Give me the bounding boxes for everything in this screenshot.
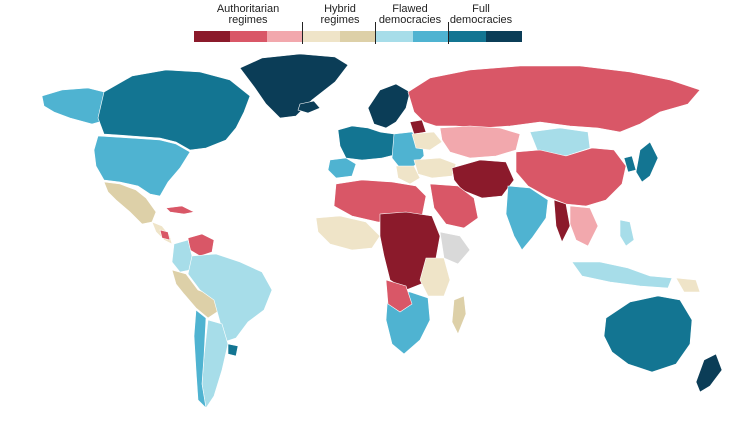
legend-swatch-full-light <box>449 31 486 42</box>
region-alaska <box>41 87 107 125</box>
region-iran-afghanistan <box>451 159 515 199</box>
region-philippines <box>619 219 635 247</box>
legend-label-authoritarian: Authoritarian regimes <box>216 3 280 26</box>
legend-divider-1 <box>302 22 303 44</box>
region-japan <box>635 141 659 183</box>
region-ukraine <box>411 131 443 151</box>
region-balkans <box>395 165 421 185</box>
region-venezuela <box>187 233 215 257</box>
legend-label-full: Full democracies <box>449 3 513 26</box>
region-east-africa <box>419 257 451 297</box>
region-madagascar <box>451 295 467 335</box>
region-canada <box>97 69 251 151</box>
legend-swatch-authoritarian-light <box>266 31 304 42</box>
region-nicaragua <box>159 229 171 241</box>
region-china <box>515 147 627 207</box>
region-west-africa <box>315 215 381 251</box>
region-brazil <box>187 253 273 343</box>
region-peru-bolivia <box>171 269 221 319</box>
legend-swatch-flawed-light <box>376 31 413 42</box>
region-iberia <box>327 157 357 179</box>
region-belarus <box>409 119 427 135</box>
region-iceland <box>297 100 321 114</box>
region-colombia <box>171 239 193 273</box>
world-map <box>41 53 723 409</box>
legend: Authoritarian regimes Hybrid regimes Fla… <box>0 0 744 48</box>
legend-swatch-hybrid-dark <box>339 31 377 42</box>
legend-label-flawed: Flawed democracies <box>378 3 442 26</box>
region-scandinavia <box>367 83 411 129</box>
legend-color-scale <box>194 31 522 42</box>
region-argentina <box>201 319 229 409</box>
region-indonesia <box>571 261 673 289</box>
region-india <box>505 185 549 251</box>
legend-swatch-authoritarian-dark <box>194 31 231 42</box>
legend-swatch-flawed-dark <box>412 31 450 42</box>
region-chile <box>193 309 207 409</box>
region-central-asia <box>439 125 521 159</box>
region-greenland <box>239 53 349 119</box>
region-angola <box>385 279 413 313</box>
region-turkey <box>413 157 457 179</box>
legend-swatch-hybrid-light <box>303 31 340 42</box>
region-usa <box>93 135 191 197</box>
legend-divider-3 <box>448 22 449 44</box>
region-uruguay <box>227 343 239 357</box>
region-papua <box>675 277 701 293</box>
region-horn-africa <box>439 231 471 265</box>
region-new-zealand <box>695 353 723 393</box>
legend-swatch-full-dark <box>485 31 522 42</box>
region-cuba <box>165 205 195 215</box>
region-australia <box>603 295 693 373</box>
region-southeast-asia <box>569 205 599 247</box>
region-south-korea <box>623 155 637 173</box>
region-russia <box>407 65 701 133</box>
region-myanmar <box>553 199 571 243</box>
legend-divider-2 <box>375 22 376 44</box>
region-arabia <box>429 183 479 229</box>
legend-swatch-authoritarian-mid <box>230 31 267 42</box>
legend-label-hybrid: Hybrid regimes <box>320 3 360 26</box>
